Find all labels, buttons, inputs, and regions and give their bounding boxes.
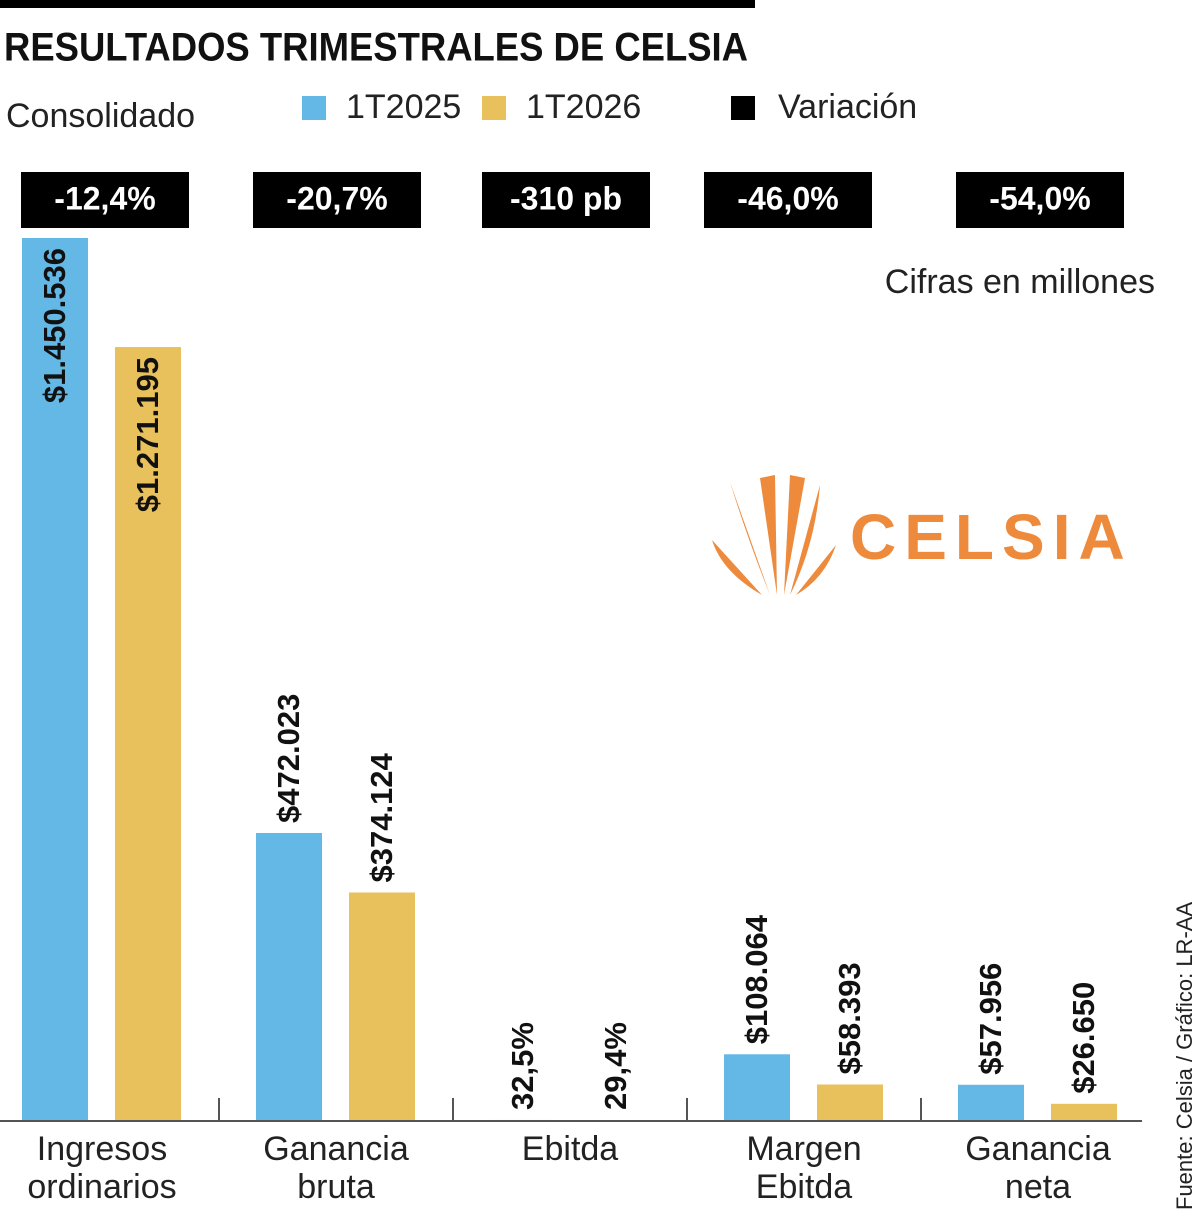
category-label: Ebitda bbox=[521, 1130, 619, 1168]
variation-box bbox=[704, 172, 872, 228]
chart-title: RESULTADOS TRIMESTRALES DE CELSIA bbox=[4, 26, 748, 70]
variation-label: -46,0% bbox=[737, 180, 838, 216]
value-label: 29,4% bbox=[598, 1022, 633, 1110]
top-rule bbox=[0, 0, 755, 8]
legend-swatch bbox=[482, 96, 506, 120]
variation-box bbox=[253, 172, 421, 228]
variation-box bbox=[482, 172, 650, 228]
bar bbox=[1051, 1103, 1117, 1120]
variation-box bbox=[956, 172, 1124, 228]
note: Cifras en millones bbox=[885, 263, 1155, 301]
variation-box bbox=[21, 172, 189, 228]
legend-swatch bbox=[731, 96, 755, 120]
bar bbox=[724, 1054, 790, 1120]
subtitle: Consolidado bbox=[6, 97, 195, 135]
value-label: $58.393 bbox=[832, 962, 867, 1074]
logo-icon bbox=[712, 475, 836, 595]
legend-label: 1T2025 bbox=[346, 88, 461, 126]
legend-label: Variación bbox=[778, 88, 917, 126]
value-label: $1.271.195 bbox=[130, 357, 165, 512]
value-label: $472.023 bbox=[271, 694, 306, 823]
variation-label: -54,0% bbox=[989, 180, 1090, 216]
bar bbox=[256, 832, 322, 1120]
legend-label: 1T2026 bbox=[526, 88, 641, 126]
bar bbox=[817, 1084, 883, 1120]
value-label: $26.650 bbox=[1066, 982, 1101, 1094]
category-label: Ingresos ordinarios bbox=[27, 1130, 177, 1206]
bar bbox=[958, 1084, 1024, 1120]
value-label: $57.956 bbox=[973, 963, 1008, 1075]
variation-label: -12,4% bbox=[54, 180, 155, 216]
variation-label: -310 pb bbox=[510, 180, 622, 216]
bar bbox=[349, 892, 415, 1120]
bar bbox=[22, 238, 88, 1120]
variation-label: -20,7% bbox=[286, 180, 387, 216]
bar bbox=[115, 347, 181, 1121]
source: Fuente: Celsia / Gráfico: LR-AA bbox=[1172, 902, 1197, 1210]
value-label: $108.064 bbox=[739, 914, 774, 1044]
logo-text: CELSIA bbox=[850, 501, 1133, 573]
category-label: Ganancia neta bbox=[965, 1130, 1111, 1206]
category-label: Margen Ebitda bbox=[746, 1130, 862, 1206]
value-label: $374.124 bbox=[364, 752, 399, 882]
category-label: Ganancia bruta bbox=[263, 1130, 409, 1206]
legend-swatch bbox=[302, 96, 326, 120]
value-label: 32,5% bbox=[505, 1022, 540, 1110]
value-label: $1.450.536 bbox=[37, 248, 72, 403]
